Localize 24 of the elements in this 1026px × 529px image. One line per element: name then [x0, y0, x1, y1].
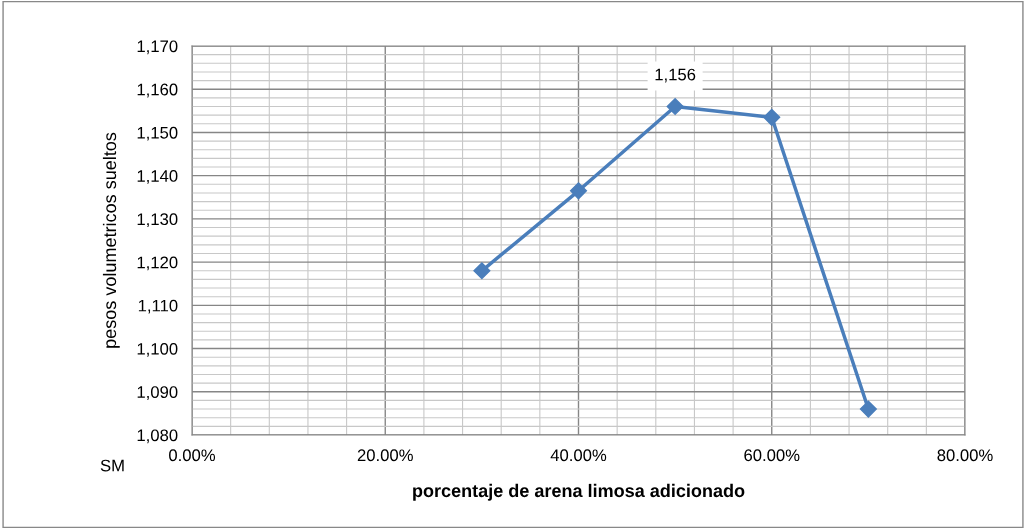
point [666, 97, 684, 116]
x-tick-label: 20.00% [357, 449, 413, 462]
point [569, 182, 588, 200]
point [859, 400, 877, 418]
point [473, 262, 491, 280]
y-tick-label: 1,090 [137, 386, 178, 400]
y-tick-label: 1,080 [137, 429, 178, 444]
x-tick-label: 80.00% [937, 449, 993, 462]
data-label: 1,156 [655, 68, 696, 83]
x-tick-label: 60.00% [744, 449, 800, 462]
y-tick-label: 1,100 [137, 342, 178, 357]
x-tick-label: 0.00% [169, 449, 216, 462]
y-tick-label: 1,170 [137, 40, 178, 55]
y-tick-label: 1,150 [137, 126, 178, 141]
y-tick-label: 1,120 [137, 256, 178, 271]
y-tick-label: 1,110 [138, 299, 178, 314]
y-tick-label: 1,140 [137, 170, 178, 184]
point [763, 108, 781, 126]
text: SM [100, 459, 124, 472]
y-tick-label: 1,130 [137, 213, 178, 228]
x-axis-title: porcentaje de arena limosa adicionado [413, 483, 745, 501]
x-tick-label: 40.00% [550, 449, 607, 462]
y-tick-label: 1,160 [137, 83, 178, 98]
y-axis-title: pesos volumetricos sueltos [102, 132, 120, 348]
